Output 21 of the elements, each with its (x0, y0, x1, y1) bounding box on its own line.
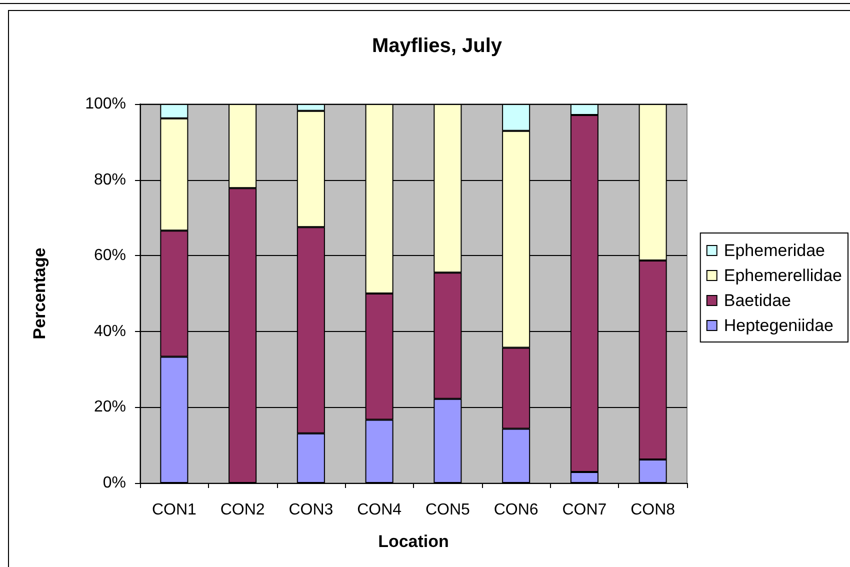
x-axis-title: Location (378, 532, 449, 551)
y-tick-label: 20% (94, 398, 126, 416)
x-tick-label: CON2 (220, 502, 265, 518)
y-tick-label: 60% (94, 247, 126, 264)
x-tick-label: CON7 (562, 502, 607, 518)
x-tick-label: CON6 (494, 502, 538, 518)
legend-label: Ephemerellidae (724, 266, 842, 285)
y-tick-label: 40% (94, 322, 126, 340)
legend-label: Baetidae (724, 291, 791, 310)
x-tick-label: CON5 (425, 502, 470, 518)
x-tick-label: CON4 (357, 502, 402, 518)
y-tick-label: 80% (94, 171, 126, 188)
chart-title: Mayflies, July (372, 35, 503, 57)
legend-label: Heptegeniidae (724, 316, 834, 335)
x-tick-label: CON1 (152, 502, 197, 518)
x-tick-label: CON3 (288, 502, 334, 518)
x-tick-label: CON8 (630, 502, 676, 518)
y-axis-title: Percentage (30, 248, 49, 340)
y-tick-label: 100% (85, 96, 126, 112)
y-tick-label: 0% (102, 474, 126, 492)
legend-label: Ephemeridae (724, 241, 825, 260)
